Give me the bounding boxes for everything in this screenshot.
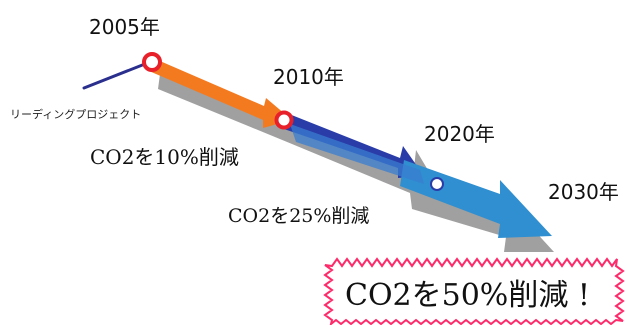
- marker-2010: [274, 110, 294, 130]
- target-10-label: CO2を10%削減: [90, 145, 239, 169]
- year-2030-label: 2030年: [548, 180, 619, 204]
- start-line: [82, 60, 152, 90]
- marker-2005: [142, 52, 162, 72]
- burst-frame: [323, 257, 625, 325]
- year-2020-label: 2020年: [424, 122, 495, 146]
- leading-project-label: リーディングプロジェクト: [10, 107, 141, 121]
- target-25-label: CO2を25%削減: [228, 205, 369, 227]
- marker-2020: [430, 177, 444, 191]
- year-2005-label: 2005年: [89, 15, 160, 39]
- orange-arrow: [149, 58, 292, 128]
- arrow-shadow: [158, 74, 554, 252]
- target-50-label: CO2を50%削減 !: [345, 278, 590, 313]
- year-2010-label: 2010年: [273, 65, 344, 89]
- blue-ribbon: [290, 124, 424, 184]
